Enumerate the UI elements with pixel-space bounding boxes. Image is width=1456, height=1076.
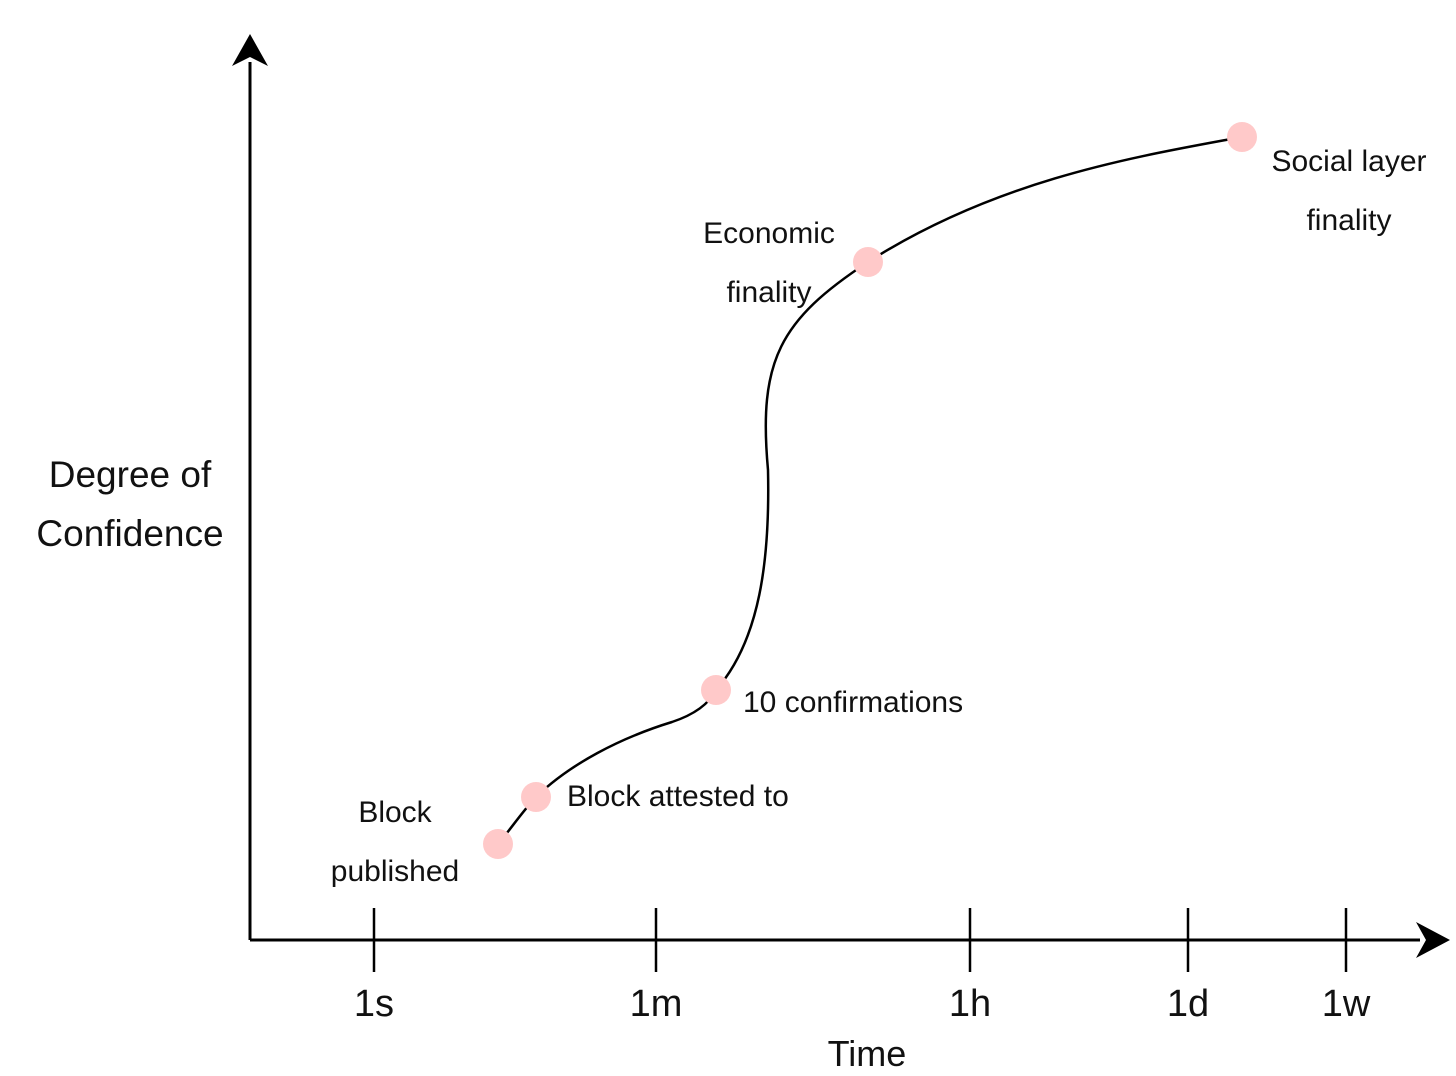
milestone-point-block-published	[483, 829, 513, 859]
confidence-curve	[497, 135, 1243, 845]
y-axis-title-line-2: Confidence	[36, 513, 223, 554]
x-tick-label-1m: 1m	[630, 983, 683, 1025]
x-tick-label-1w: 1w	[1322, 983, 1371, 1025]
milestone-point-block-attested	[521, 782, 551, 812]
label-10-confirmations: 10 confirmations	[743, 686, 963, 719]
milestone-point-economic-finality	[853, 247, 883, 277]
x-tick-label-1s: 1s	[354, 983, 394, 1025]
x-tick-label-1d: 1d	[1167, 983, 1209, 1025]
label-block-published-line-1: Block	[358, 796, 432, 829]
label-social-layer-finality-line-2: finality	[1306, 204, 1391, 237]
x-tick-label-1h: 1h	[949, 983, 991, 1025]
milestone-point-social-layer-finality	[1227, 122, 1257, 152]
x-axis-title: Time	[828, 1033, 907, 1074]
x-axis-arrowhead	[1416, 922, 1450, 958]
y-axis-title-line-1: Degree of	[49, 454, 212, 495]
label-block-attested: Block attested to	[567, 780, 789, 813]
label-economic-finality-line-2: finality	[726, 276, 811, 309]
label-social-layer-finality-line-1: Social layer	[1271, 145, 1426, 178]
label-economic-finality-line-1: Economic	[703, 217, 835, 250]
milestone-point-10-confirmations	[701, 675, 731, 705]
y-axis-arrowhead	[232, 34, 268, 66]
label-block-published-line-2: published	[331, 855, 459, 888]
